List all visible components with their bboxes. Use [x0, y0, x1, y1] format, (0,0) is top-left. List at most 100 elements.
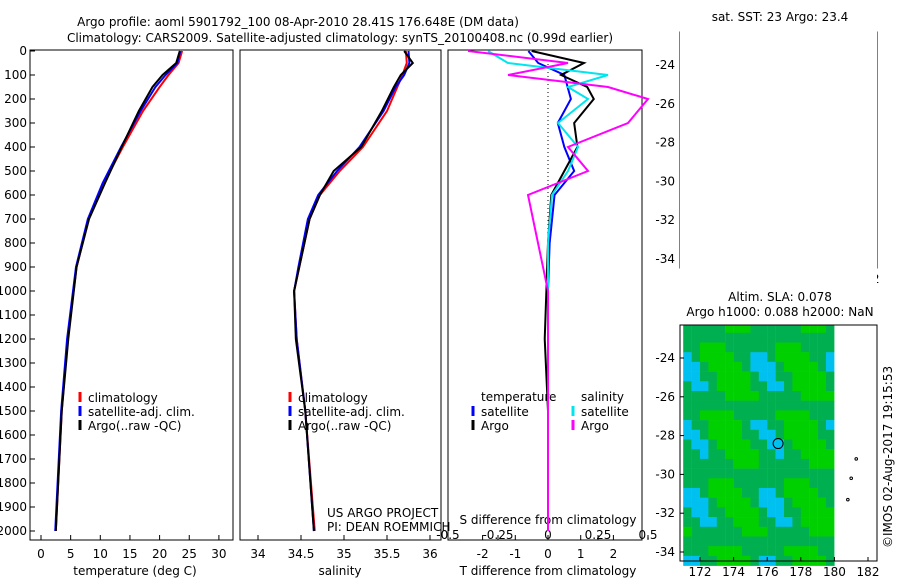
heatmap-cell — [716, 381, 726, 392]
heatmap-cell — [708, 400, 717, 411]
heatmap-cell — [683, 390, 692, 401]
heatmap-cell — [700, 497, 709, 508]
heatmap-cell — [716, 497, 726, 508]
heatmap-cell — [784, 536, 793, 547]
legend-label: climatology — [298, 391, 368, 405]
legend-label: satellite-adj. clim. — [88, 405, 195, 419]
y-tick-label: 1800 — [0, 476, 27, 490]
heatmap-cell — [750, 449, 759, 460]
heatmap-cell — [784, 323, 793, 334]
x-tick-label: 30 — [211, 547, 226, 561]
heatmap-cell — [742, 342, 751, 353]
heatmap-cell — [792, 371, 801, 382]
heatmap-cell — [691, 400, 701, 411]
heatmap-cell — [742, 323, 751, 334]
heatmap-cell — [716, 517, 726, 528]
heatmap-cell — [708, 439, 717, 450]
heatmap-cell — [809, 381, 818, 392]
heatmap-cell — [792, 507, 801, 518]
heatmap-cell — [784, 478, 793, 489]
heatmap-cell — [758, 487, 768, 498]
x-tick-label: 176 — [756, 565, 779, 579]
x-tick-label: 0 — [37, 547, 45, 561]
heatmap-cell — [716, 439, 726, 450]
heatmap-cell — [733, 390, 743, 401]
heatmap-cell — [758, 332, 768, 343]
y-tick-label: 1700 — [0, 452, 27, 466]
heatmap-cell — [767, 323, 776, 334]
island-outline — [849, 476, 854, 481]
heatmap-cell — [784, 342, 793, 353]
heatmap-cell — [826, 546, 835, 557]
heatmap-cell — [725, 487, 734, 498]
heatmap-cell — [775, 507, 785, 518]
heatmap-cell — [784, 458, 793, 469]
heatmap-cell — [767, 332, 776, 343]
heatmap-cell — [809, 371, 818, 382]
heatmap-cell — [826, 478, 835, 489]
heatmap-cell — [775, 517, 785, 528]
heatmap-cell — [792, 361, 801, 372]
heatmap-cell — [708, 429, 717, 440]
heatmap-cell — [725, 390, 734, 401]
heatmap-cell — [784, 517, 793, 528]
argo-location-marker — [772, 438, 784, 450]
heatmap-cell — [750, 381, 759, 392]
heatmap-cell — [809, 478, 818, 489]
heatmap-cell — [792, 390, 801, 401]
heatmap-cell — [792, 546, 801, 557]
heatmap-cell — [784, 420, 793, 431]
heatmap-cell — [826, 420, 835, 431]
heatmap-cell — [716, 429, 726, 440]
heatmap-cell — [750, 497, 759, 508]
heatmap-cell — [716, 487, 726, 498]
heatmap-cell — [691, 439, 701, 450]
heatmap-cell — [725, 429, 734, 440]
heatmap-cell — [784, 352, 793, 363]
heatmap-cell — [800, 487, 810, 498]
heatmap-cell — [683, 332, 692, 343]
heatmap-cell — [733, 478, 743, 489]
heatmap-cell — [733, 323, 743, 334]
heatmap-cell — [750, 468, 759, 479]
heatmap-cell — [800, 507, 810, 518]
heatmap-cell — [708, 361, 717, 372]
heatmap-cell — [742, 390, 751, 401]
heatmap-cell — [691, 487, 701, 498]
heatmap-cell — [817, 332, 827, 343]
heatmap-cell — [758, 439, 768, 450]
heatmap-cell — [826, 390, 835, 401]
heatmap-cell — [817, 517, 827, 528]
heatmap-cell — [716, 478, 726, 489]
heatmap-cell — [742, 507, 751, 518]
heatmap-cell — [809, 352, 818, 363]
heatmap-cell — [716, 507, 726, 518]
heatmap-cell — [691, 371, 701, 382]
heatmap-cell — [826, 526, 835, 537]
series-argo — [467, 50, 650, 531]
heatmap-cell — [742, 487, 751, 498]
series-satellite — [527, 50, 576, 531]
x-tick-label: 182 — [857, 565, 880, 579]
s-tick-label: 0 — [544, 528, 552, 542]
heatmap-cell — [784, 497, 793, 508]
heatmap-cell — [809, 468, 818, 479]
heatmap-cell — [733, 361, 743, 372]
heatmap-cell — [733, 526, 743, 537]
heatmap-cell — [817, 478, 827, 489]
legend-label: satellite — [481, 405, 529, 419]
heatmap-cell — [758, 526, 768, 537]
heatmap-cell — [758, 449, 768, 460]
heatmap-cell — [725, 410, 734, 421]
heatmap-cell — [792, 381, 801, 392]
heatmap-cell — [700, 468, 709, 479]
heatmap-cell — [700, 526, 709, 537]
heatmap-cell — [767, 381, 776, 392]
heatmap-cell — [784, 381, 793, 392]
heatmap-cell — [691, 449, 701, 460]
heatmap-cell — [725, 352, 734, 363]
heatmap-cell — [683, 410, 692, 421]
heatmap-cell — [826, 352, 835, 363]
heatmap-cell — [725, 497, 734, 508]
x-tick-label: 180 — [823, 565, 846, 579]
